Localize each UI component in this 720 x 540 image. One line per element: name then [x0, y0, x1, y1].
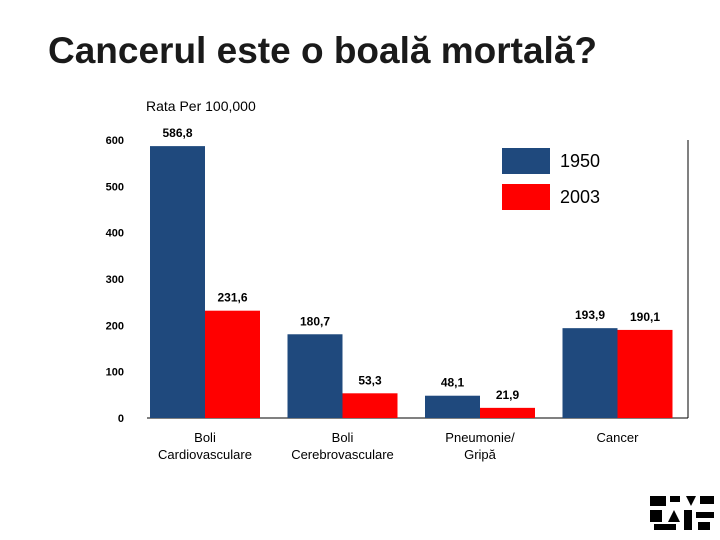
y-axis-unit-label: Rata Per 100,000 — [146, 98, 256, 114]
legend-label-1950: 1950 — [560, 151, 600, 171]
corner-logo-icon — [650, 496, 714, 530]
category-label: Cardiovasculare — [158, 447, 252, 462]
bar-2003-0 — [205, 310, 260, 418]
bar-2003-2 — [480, 407, 535, 418]
y-tick-label: 0 — [118, 413, 124, 425]
bar-1950-0 — [150, 146, 205, 418]
y-tick-label: 100 — [106, 367, 124, 379]
data-label: 190,1 — [630, 310, 660, 324]
bar-2003-1 — [342, 393, 398, 418]
legend-label-2003: 2003 — [560, 187, 600, 207]
data-label: 586,8 — [162, 126, 192, 140]
y-tick-label: 300 — [106, 274, 124, 286]
bar-1950-2 — [425, 395, 480, 418]
data-label: 231,6 — [217, 291, 247, 305]
legend-swatch-1950 — [502, 148, 550, 174]
y-tick-label: 200 — [106, 320, 124, 332]
category-label: Cerebrovasculare — [291, 447, 394, 462]
category-label: Boli — [332, 430, 354, 445]
y-tick-label: 600 — [106, 135, 124, 147]
data-label: 193,9 — [575, 308, 605, 322]
y-tick-label: 400 — [106, 228, 124, 240]
category-label: Pneumonie/ — [445, 430, 515, 445]
data-label: 48,1 — [441, 376, 465, 390]
y-tick-label: 500 — [106, 181, 124, 193]
category-label: Gripă — [464, 447, 497, 462]
data-label: 21,9 — [496, 388, 520, 402]
category-label: Boli — [194, 430, 216, 445]
bar-1950-1 — [287, 334, 343, 418]
bar-1950-3 — [562, 328, 618, 418]
category-label: Cancer — [597, 430, 640, 445]
bar-2003-3 — [617, 329, 673, 418]
data-label: 53,3 — [358, 373, 382, 387]
legend-swatch-2003 — [502, 184, 550, 210]
slide-title: Cancerul este o boală mortală? — [48, 30, 598, 71]
data-label: 180,7 — [300, 314, 330, 328]
